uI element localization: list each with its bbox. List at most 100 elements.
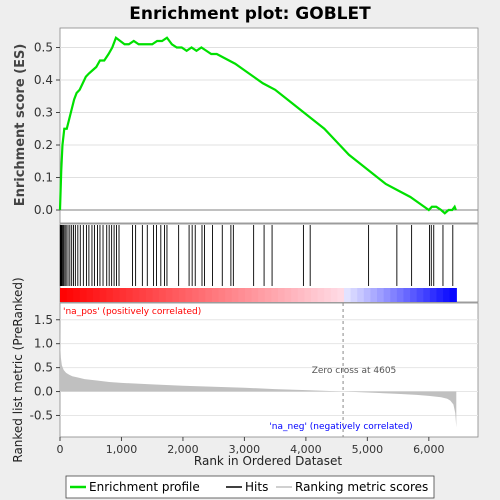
metric-tick-label: 0.0 bbox=[34, 385, 53, 399]
es-y-ticks: 0.0 0.1 0.2 0.3 0.4 0.5 bbox=[34, 41, 60, 217]
negative-correlation-label: 'na_neg' (negatively correlated) bbox=[269, 422, 412, 432]
color-bar-segment bbox=[99, 288, 107, 302]
color-bar-segment bbox=[211, 288, 220, 302]
color-bar-segment bbox=[198, 288, 206, 302]
metric-y-ticks: -0.5 0.0 0.5 1.0 1.5 bbox=[30, 313, 60, 422]
color-bar-segment bbox=[284, 288, 292, 302]
es-tick-label: 0.2 bbox=[34, 138, 53, 152]
es-tick-label: 0.4 bbox=[34, 73, 53, 87]
es-tick-label: 0.1 bbox=[34, 171, 53, 185]
x-tick-label: 2,000 bbox=[167, 443, 199, 456]
color-bar-segment bbox=[79, 288, 88, 302]
color-bar-segment bbox=[86, 288, 94, 302]
color-bar-segment bbox=[396, 288, 405, 302]
x-axis-label: Rank in Ordered Dataset bbox=[194, 454, 342, 468]
color-bar-segment bbox=[436, 288, 444, 302]
color-bar-segment bbox=[377, 288, 385, 302]
color-bar-segment bbox=[231, 288, 239, 302]
metric-tick-label: 1.0 bbox=[34, 337, 53, 351]
color-bar-segment bbox=[185, 288, 193, 302]
x-tick-label: 4,000 bbox=[290, 443, 322, 456]
metric-tick-label: -0.5 bbox=[30, 408, 53, 422]
color-bar-segment bbox=[119, 288, 127, 302]
color-bar-segment bbox=[324, 288, 332, 302]
positive-correlation-label: 'na_pos' (positively correlated) bbox=[63, 307, 201, 317]
color-bar-segment bbox=[112, 288, 121, 302]
legend: Enrichment profile Hits Ranking metric s… bbox=[65, 475, 435, 499]
color-bar-segment bbox=[416, 288, 424, 302]
color-bar-segment bbox=[218, 288, 226, 302]
es-tick-label: 0.3 bbox=[34, 106, 53, 120]
x-tick-label: 5,000 bbox=[352, 443, 384, 456]
color-bar-segment bbox=[73, 288, 81, 302]
color-bar-segment bbox=[403, 288, 411, 302]
color-bar-segment bbox=[317, 288, 325, 302]
color-bar-segment bbox=[66, 288, 74, 302]
rank-color-bar bbox=[60, 288, 457, 302]
enrichment-score-panel: 0.0 0.1 0.2 0.3 0.4 0.5 Enrichment score (ES) bbox=[13, 27, 479, 224]
color-bar-segment bbox=[344, 288, 352, 302]
x-tick-label: 0 bbox=[57, 443, 64, 456]
color-bar-segment bbox=[337, 288, 345, 302]
legend-box bbox=[65, 475, 435, 499]
color-bar-segment bbox=[192, 288, 200, 302]
color-bar-segment bbox=[132, 288, 140, 302]
hit-markers bbox=[59, 225, 454, 286]
legend-label-ranking-metric: Ranking metric scores bbox=[295, 480, 428, 494]
color-bar-segment bbox=[291, 288, 299, 302]
color-bar-segment bbox=[165, 288, 173, 302]
ranked-metric-panel: -0.5 0.0 0.5 1.0 1.5 0 1,000 2,000 3,000 4,000 5,… bbox=[11, 277, 479, 468]
color-bar-segment bbox=[225, 288, 233, 302]
color-bar-segment bbox=[357, 288, 365, 302]
metric-tick-label: 0.5 bbox=[34, 361, 53, 375]
color-bar-segment bbox=[410, 288, 418, 302]
es-tick-label: 0.0 bbox=[34, 203, 53, 217]
color-bar-segment bbox=[370, 288, 378, 302]
color-bar-segment bbox=[330, 288, 339, 302]
color-bar-segment bbox=[363, 288, 372, 302]
color-bar-segment bbox=[310, 288, 319, 302]
color-bar-segment bbox=[152, 288, 160, 302]
enrichment-profile-line bbox=[58, 35, 457, 215]
color-bar-segment bbox=[423, 288, 431, 302]
color-bar-segment bbox=[449, 288, 457, 302]
color-bar-segment bbox=[258, 288, 266, 302]
color-bar-segment bbox=[271, 288, 279, 302]
zero-cross-label: Zero cross at 4605 bbox=[312, 366, 397, 376]
x-tick-label: 6,000 bbox=[413, 443, 445, 456]
color-bar-segment bbox=[139, 288, 147, 302]
es-plot-area bbox=[59, 27, 479, 224]
metric-tick-label: 1.5 bbox=[34, 313, 53, 327]
color-bar-segment bbox=[126, 288, 134, 302]
chart-title: Enrichment plot: GOBLET bbox=[129, 4, 371, 24]
metric-plot-area bbox=[59, 302, 479, 438]
color-bar-segment bbox=[60, 288, 68, 302]
color-bar-segment bbox=[304, 288, 312, 302]
color-bar-segment bbox=[251, 288, 259, 302]
es-tick-label: 0.5 bbox=[34, 41, 53, 55]
x-tick-label: 1,000 bbox=[106, 443, 138, 456]
color-bar-segment bbox=[443, 288, 451, 302]
color-bar-segment bbox=[159, 288, 167, 302]
color-bar-segment bbox=[297, 288, 305, 302]
color-bar-segment bbox=[390, 288, 398, 302]
x-tick-label: 3,000 bbox=[229, 443, 261, 456]
metric-y-axis-label: Ranked list metric (PreRanked) bbox=[11, 277, 25, 462]
color-bar-segment bbox=[145, 288, 154, 302]
color-bar-segment bbox=[277, 288, 286, 302]
color-bar-segment bbox=[205, 288, 213, 302]
legend-label-enrichment-profile: Enrichment profile bbox=[89, 480, 200, 494]
color-bar-segment bbox=[264, 288, 272, 302]
color-bar-segment bbox=[238, 288, 246, 302]
color-bar-segment bbox=[106, 288, 114, 302]
hits-panel bbox=[59, 223, 479, 303]
color-bar-segment bbox=[244, 288, 253, 302]
es-y-axis-label: Enrichment score (ES) bbox=[13, 44, 28, 207]
color-bar-segment bbox=[350, 288, 358, 302]
color-bar-segment bbox=[429, 288, 438, 302]
color-bar-segment bbox=[93, 288, 101, 302]
legend-label-hits: Hits bbox=[245, 480, 268, 494]
color-bar-segment bbox=[172, 288, 180, 302]
color-bar-segment bbox=[383, 288, 391, 302]
